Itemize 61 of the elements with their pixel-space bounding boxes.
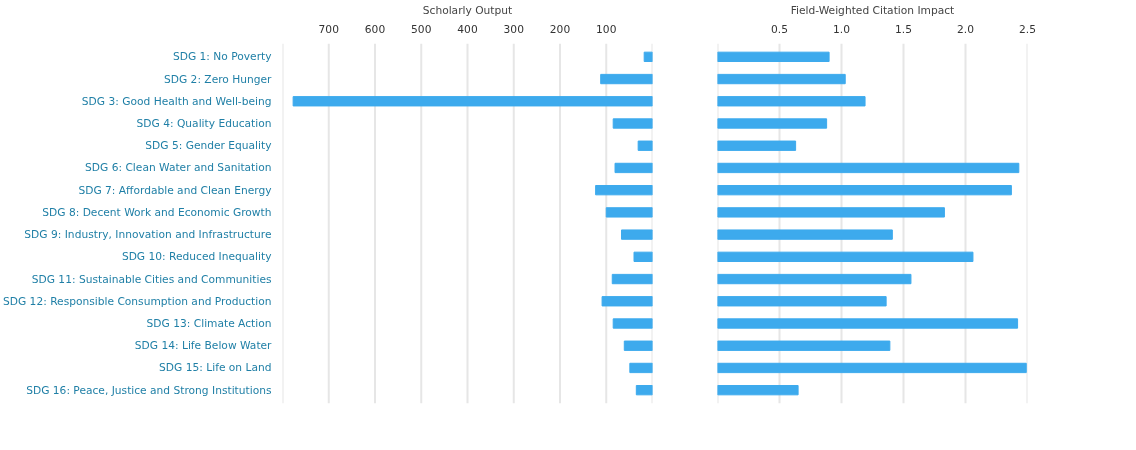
- bar: [614, 162, 653, 174]
- y-tick-label: SDG 14: Life Below Water: [134, 339, 273, 353]
- y-tick-label: SDG 16: Peace, Justice and Strong Institutions: [26, 383, 272, 397]
- y-tick-label: SDG 11: Sustainable Cities and Communities: [31, 272, 272, 286]
- bar: [717, 385, 799, 396]
- y-tick-label: SDG 10: Reduced Inequality: [121, 250, 272, 264]
- bar: [612, 118, 653, 129]
- bar: [629, 362, 653, 374]
- x-tick-label: 100: [596, 22, 617, 36]
- bar: [717, 207, 945, 218]
- bar: [595, 185, 653, 196]
- x-tick-label: 500: [411, 22, 432, 36]
- bar: [717, 96, 866, 107]
- x-axis-title: Scholarly Output: [422, 3, 513, 17]
- y-tick-label: SDG 5: Gender Equality: [145, 139, 272, 153]
- bar: [637, 140, 653, 151]
- y-tick-label: SDG 8: Decent Work and Economic Growth: [42, 205, 272, 219]
- bar: [605, 207, 653, 218]
- bar: [717, 251, 974, 262]
- bar: [717, 51, 830, 62]
- bar: [621, 229, 653, 240]
- bar: [623, 340, 653, 351]
- x-axis-title: Field-Weighted Citation Impact: [790, 3, 955, 17]
- bar: [717, 140, 797, 151]
- bar: [717, 185, 1012, 196]
- bar: [717, 340, 891, 351]
- x-tick-label: 0.5: [771, 22, 788, 36]
- x-tick-label: 2.5: [1019, 22, 1036, 36]
- y-tick-label: SDG 12: Responsible Consumption and Production: [3, 294, 272, 308]
- y-tick-label: SDG 15: Life on Land: [159, 361, 272, 375]
- x-tick-label: 1.0: [833, 22, 851, 36]
- x-tick-label: 600: [364, 22, 386, 36]
- x-tick-label: 400: [457, 22, 478, 36]
- y-tick-label: SDG 6: Clean Water and Sanitation: [85, 161, 272, 175]
- y-tick-label: SDG 4: Quality Education: [136, 117, 272, 130]
- bar: [717, 362, 1027, 374]
- x-tick-label: 2.0: [957, 22, 975, 36]
- bar: [292, 96, 653, 107]
- bar: [635, 385, 653, 396]
- bar: [717, 73, 846, 85]
- bar: [717, 162, 1020, 174]
- bar: [717, 273, 912, 285]
- x-tick-label: 1.5: [895, 22, 912, 36]
- bar: [717, 118, 828, 129]
- y-tick-label: SDG 13: Climate Action: [146, 317, 272, 330]
- x-tick-label: 700: [318, 22, 340, 36]
- bar: [717, 229, 893, 240]
- y-tick-label: SDG 7: Affordable and Clean Energy: [78, 183, 272, 197]
- bar: [600, 73, 653, 85]
- x-tick-label: 300: [503, 22, 525, 36]
- bar: [717, 318, 1019, 329]
- x-tick-label: 200: [549, 22, 571, 36]
- y-tick-label: SDG 2: Zero Hunger: [164, 72, 273, 86]
- y-tick-label: SDG 3: Good Health and Well-being: [81, 94, 272, 108]
- bar: [717, 296, 887, 307]
- bar: [633, 251, 653, 262]
- y-tick-label: SDG 9: Industry, Innovation and Infrastructure: [24, 228, 272, 242]
- y-tick-label: SDG 1: No Poverty: [172, 50, 272, 64]
- bar: [612, 318, 653, 329]
- bar: [601, 296, 653, 307]
- bar: [611, 273, 653, 285]
